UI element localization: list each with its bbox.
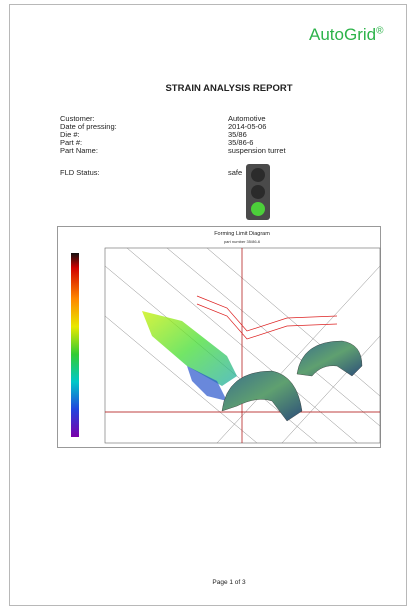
light-red	[251, 168, 265, 182]
page-footer: Page 1 of 3	[10, 579, 408, 586]
field-label: Part Name:	[60, 147, 98, 155]
field-value: safe	[228, 169, 242, 177]
field-value: suspension turret	[228, 147, 286, 155]
light-yellow	[251, 185, 265, 199]
light-green	[251, 202, 265, 216]
brand: AutoGrid®	[309, 25, 383, 45]
figure-subtitle: part number 35/86-6	[224, 239, 261, 244]
page: AutoGrid® STRAIN ANALYSIS REPORT Custome…	[9, 4, 407, 606]
fld-figure: Forming Limit Diagram part number 35/86-…	[57, 226, 381, 448]
report-title: STRAIN ANALYSIS REPORT	[10, 83, 408, 94]
figure-title: Forming Limit Diagram	[214, 231, 270, 237]
field-label: FLD Status:	[60, 169, 100, 177]
document: {"header": {"brand": "AutoGrid", "brand_…	[0, 0, 419, 609]
brand-mark: ®	[376, 25, 383, 36]
brand-name: AutoGrid	[309, 25, 376, 44]
traffic-light	[245, 163, 271, 221]
color-bar	[71, 253, 79, 437]
